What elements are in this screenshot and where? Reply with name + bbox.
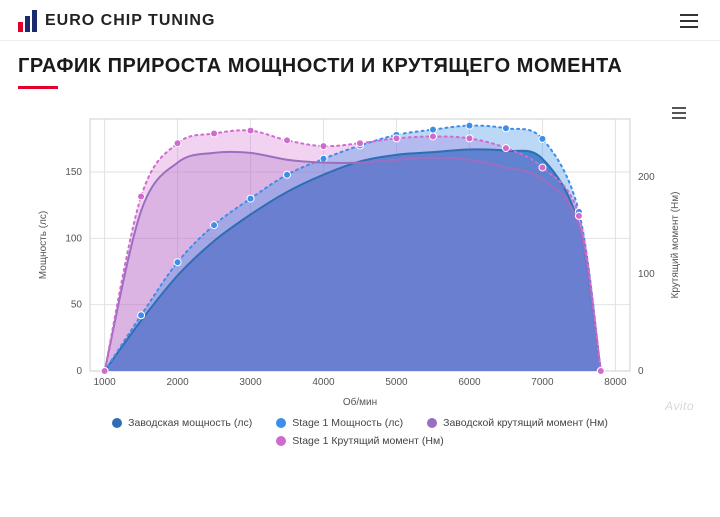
svg-text:Об/мин: Об/мин [343,396,377,408]
svg-text:150: 150 [65,167,82,178]
legend-label: Заводской крутящий момент (Нм) [443,417,608,429]
dyno-chart: 1000200030004000500060007000800005010015… [30,101,690,411]
chart-container: 1000200030004000500060007000800005010015… [0,93,720,447]
svg-text:1000: 1000 [93,377,116,388]
site-header: EURO CHIP TUNING [0,0,720,41]
svg-text:Мощность (лс): Мощность (лс) [38,211,49,279]
brand-text: EURO CHIP TUNING [45,12,215,30]
menu-icon[interactable] [676,10,702,32]
page-title-block: ГРАФИК ПРИРОСТА МОЩНОСТИ И КРУТЯЩЕГО МОМ… [0,41,720,93]
chart-menu-icon[interactable] [668,103,690,123]
logo[interactable]: EURO CHIP TUNING [18,10,215,32]
svg-text:2000: 2000 [166,377,189,388]
svg-text:4000: 4000 [312,377,335,388]
legend-marker-icon [276,436,286,446]
svg-text:50: 50 [71,300,83,311]
legend-marker-icon [276,418,286,428]
svg-text:100: 100 [638,269,655,280]
svg-text:3000: 3000 [239,377,262,388]
chart-legend: Заводская мощность (лс) Stage 1 Мощность … [18,411,702,447]
legend-item[interactable]: Заводская мощность (лс) [112,417,252,429]
svg-text:100: 100 [65,233,82,244]
legend-label: Stage 1 Мощность (лс) [292,417,403,429]
svg-text:Крутящий момент (Нм): Крутящий момент (Нм) [670,192,681,299]
legend-item[interactable]: Заводской крутящий момент (Нм) [427,417,608,429]
svg-text:6000: 6000 [458,377,481,388]
legend-item[interactable]: Stage 1 Мощность (лс) [276,417,403,429]
legend-marker-icon [427,418,437,428]
svg-text:8000: 8000 [604,377,627,388]
svg-text:5000: 5000 [385,377,408,388]
page-title: ГРАФИК ПРИРОСТА МОЩНОСТИ И КРУТЯЩЕГО МОМ… [18,55,702,78]
svg-text:200: 200 [638,172,655,183]
legend-label: Заводская мощность (лс) [128,417,252,429]
legend-marker-icon [112,418,122,428]
svg-text:0: 0 [638,366,644,377]
title-underline [18,86,58,89]
legend-label: Stage 1 Крутящий момент (Нм) [292,435,443,447]
logo-bars-icon [18,10,37,32]
svg-text:0: 0 [76,366,82,377]
legend-item[interactable]: Stage 1 Крутящий момент (Нм) [276,435,443,447]
svg-text:7000: 7000 [531,377,554,388]
